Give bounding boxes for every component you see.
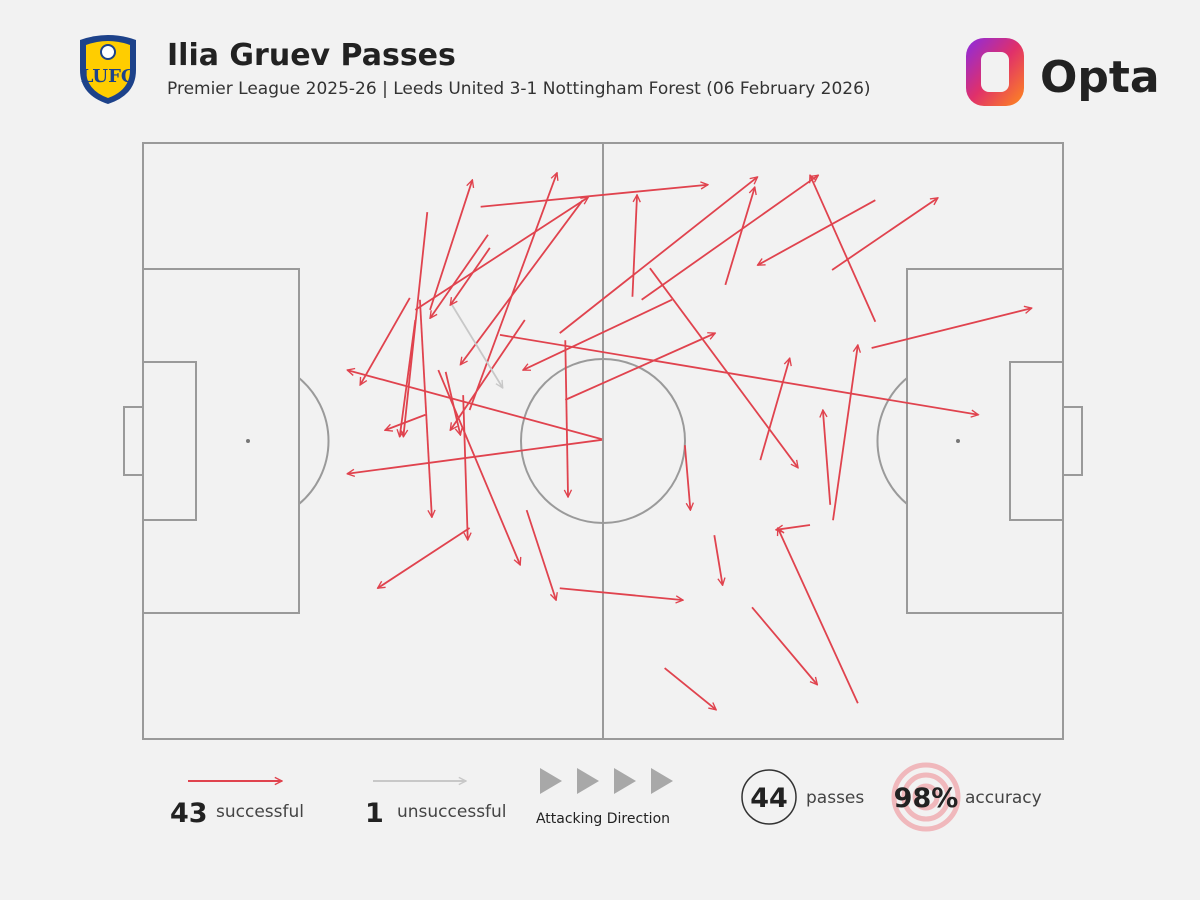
pass-arrow — [460, 199, 584, 364]
pass-arrow — [480, 185, 708, 208]
pass-arrow — [430, 234, 489, 318]
successful-count: 43 — [170, 798, 208, 829]
direction-triangles — [540, 768, 673, 794]
pass-arrow — [724, 187, 754, 286]
pass-arrow — [832, 345, 858, 521]
pass-arrow — [759, 358, 789, 461]
pass-arrow — [831, 198, 938, 271]
title: Ilia Gruev Passes — [167, 38, 456, 73]
pass-arrow — [359, 297, 411, 385]
direction-label: Attacking Direction — [536, 811, 670, 827]
pass-arrow — [778, 528, 859, 704]
pass-arrow — [429, 180, 472, 311]
subtitle: Premier League 2025-26 | Leeds United 3-… — [167, 79, 871, 99]
pass-arrow — [559, 587, 683, 600]
pass-arrow — [823, 410, 832, 505]
pass-arrow — [414, 197, 588, 311]
pass-arrow — [776, 524, 811, 530]
brand-logo: Opta — [966, 38, 1160, 106]
accuracy-value: 98% — [894, 783, 959, 814]
passes-ring — [741, 769, 797, 825]
pass-arrow — [437, 369, 520, 565]
successful-label: successful — [216, 802, 304, 822]
pass-arrow — [451, 304, 503, 388]
pass-arrow — [525, 509, 556, 600]
accuracy-label: accuracy — [965, 788, 1042, 808]
club-badge: LUFC — [80, 35, 136, 104]
unsuccessful-label: unsuccessful — [397, 802, 507, 822]
pass-arrow — [564, 333, 715, 401]
pass-arrow — [450, 319, 526, 430]
passes-label: passes — [806, 788, 864, 808]
pitch — [123, 142, 1083, 740]
pass-arrow — [758, 199, 876, 266]
pass-arrow — [631, 195, 637, 297]
unsuccessful-count: 1 — [365, 798, 384, 829]
accuracy-rings — [891, 762, 961, 832]
pass-arrow — [444, 371, 461, 435]
pass-arrow — [713, 535, 722, 585]
pass-arrow — [523, 298, 673, 370]
pass-arrow — [871, 308, 1032, 349]
pass-arrow — [664, 667, 717, 710]
pass-arrow — [565, 340, 568, 497]
brand-name: Opta — [1040, 52, 1160, 103]
pass-arrow — [462, 395, 468, 540]
pass-arrow — [683, 445, 691, 510]
pass-arrow — [400, 319, 417, 437]
pass-arrow — [468, 173, 557, 411]
pass-arrow — [751, 606, 817, 684]
passes-count: 44 — [750, 783, 788, 814]
pass-arrow — [559, 177, 758, 334]
pass-arrow — [347, 370, 603, 441]
svg-text:LUFC: LUFC — [81, 66, 135, 87]
pass-arrow — [378, 527, 471, 588]
pass-arrow — [641, 175, 819, 301]
pass-arrow — [385, 413, 426, 430]
legend: 43 successful 1 unsuccessful Attacking D… — [170, 762, 1042, 832]
pass-arrow — [499, 334, 978, 415]
passes — [347, 173, 1031, 710]
pass-arrow — [649, 267, 798, 468]
pass-arrow — [450, 247, 491, 305]
pass-arrow — [419, 299, 432, 518]
pass-arrow — [810, 175, 877, 323]
